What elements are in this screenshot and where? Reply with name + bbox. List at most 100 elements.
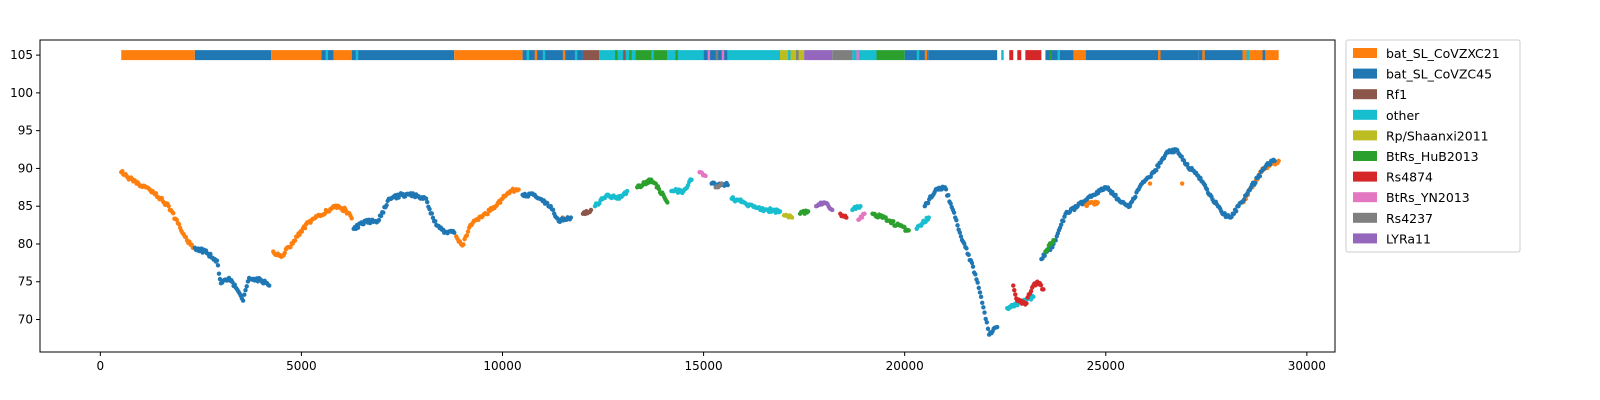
- legend-entry-label: BtRs_YN2013: [1386, 190, 1470, 205]
- y-tick-label: 70: [18, 313, 33, 327]
- data-point: [588, 207, 594, 213]
- data-point: [1257, 174, 1263, 179]
- legend-entry-label: LYRa11: [1386, 231, 1431, 246]
- data-point: [830, 207, 835, 213]
- y-tick-label: 75: [18, 275, 33, 289]
- band-stripe: [651, 50, 654, 61]
- band-segment: [194, 50, 272, 61]
- data-point: [1147, 181, 1153, 186]
- data-point: [429, 211, 435, 216]
- series-btrs-yn2013: [697, 170, 867, 222]
- data-point: [858, 203, 863, 209]
- data-point: [242, 292, 247, 297]
- data-point: [485, 211, 490, 217]
- series-rs4874: [838, 211, 1046, 307]
- data-point: [244, 284, 249, 289]
- x-tick-label: 0: [97, 359, 105, 373]
- legend-entry-label: Rf1: [1386, 87, 1407, 102]
- data-point: [883, 215, 888, 220]
- data-point: [958, 234, 964, 239]
- band-stripe: [916, 50, 920, 61]
- data-point: [926, 215, 932, 220]
- data-point: [1038, 282, 1044, 288]
- data-point: [282, 250, 287, 256]
- band-stripe: [1001, 50, 1004, 61]
- band-segment: [928, 50, 998, 61]
- data-point: [951, 210, 957, 215]
- band-segment: [582, 50, 600, 61]
- data-point: [1253, 180, 1258, 186]
- legend-swatch: [1353, 151, 1377, 161]
- x-tick-label: 10000: [483, 359, 521, 373]
- x-axis: 0 5000 10000 15000 20000 25000 30000: [97, 352, 1326, 373]
- data-point: [381, 210, 386, 215]
- band-segment: [1009, 50, 1014, 61]
- data-point: [427, 206, 432, 212]
- data-point: [1051, 237, 1056, 243]
- band-segment: [876, 50, 905, 61]
- data-point: [954, 217, 959, 223]
- band-segment: [852, 50, 877, 61]
- legend-entry-label: other: [1386, 108, 1420, 123]
- data-point: [243, 288, 248, 293]
- series-rf1: [580, 207, 594, 217]
- band-stripe: [1057, 50, 1060, 61]
- data-point: [267, 283, 272, 288]
- x-tick-label: 20000: [886, 359, 924, 373]
- series-rs4237: [713, 181, 724, 190]
- data-point: [1024, 301, 1029, 306]
- data-point: [725, 182, 730, 188]
- data-point: [217, 276, 223, 282]
- y-tick-label: 100: [10, 86, 33, 100]
- band-stripe: [623, 50, 626, 61]
- band-stripe: [1262, 50, 1266, 61]
- y-tick-label: 105: [10, 48, 33, 62]
- data-point: [1113, 192, 1118, 198]
- data-point: [153, 191, 159, 196]
- band-segment: [832, 50, 853, 61]
- data-point: [777, 209, 783, 214]
- data-point: [975, 280, 980, 285]
- data-point: [624, 188, 630, 194]
- data-point: [1241, 197, 1247, 202]
- x-tick-label: 5000: [286, 359, 317, 373]
- data-point: [969, 260, 975, 266]
- legend-swatch: [1353, 192, 1377, 203]
- band-segment: [454, 50, 523, 61]
- band-stripe: [856, 50, 859, 61]
- legend-entry-label: Rs4237: [1386, 211, 1433, 226]
- legend-swatch: [1353, 109, 1377, 120]
- data-point: [378, 213, 384, 219]
- data-point: [891, 219, 896, 224]
- legend-frame: [1345, 39, 1521, 253]
- band-stripe: [707, 50, 711, 61]
- data-point: [1011, 283, 1016, 288]
- band-stripe: [1202, 50, 1205, 61]
- band-segment: [351, 50, 455, 61]
- series-bat-sl-covzxc21: [119, 158, 1281, 260]
- data-point: [568, 215, 574, 220]
- data-point: [349, 216, 354, 221]
- data-point: [1185, 161, 1190, 167]
- legend-swatch: [1353, 233, 1377, 244]
- band-stripe: [526, 50, 530, 61]
- data-point: [1028, 288, 1034, 294]
- band-stripe: [675, 50, 678, 61]
- data-point: [214, 258, 220, 263]
- data-point: [425, 199, 430, 205]
- data-point: [1095, 200, 1100, 205]
- x-tick-label: 15000: [684, 359, 722, 373]
- data-point: [550, 207, 556, 213]
- data-point: [208, 251, 213, 257]
- band-segment: [1198, 50, 1243, 61]
- legend-entry-label: Rp/Shaanxi2011: [1386, 128, 1489, 143]
- band-stripe: [721, 50, 725, 61]
- data-point: [120, 169, 125, 174]
- data-point: [1154, 168, 1159, 173]
- band-stripe: [542, 50, 546, 61]
- data-point: [376, 217, 382, 223]
- legend: bat_SL_CoVZXC21 bat_SL_CoVZC45 Rf1 other Rp/…: [1345, 39, 1521, 253]
- data-layer: [119, 50, 1281, 337]
- series-lyra11: [813, 200, 835, 213]
